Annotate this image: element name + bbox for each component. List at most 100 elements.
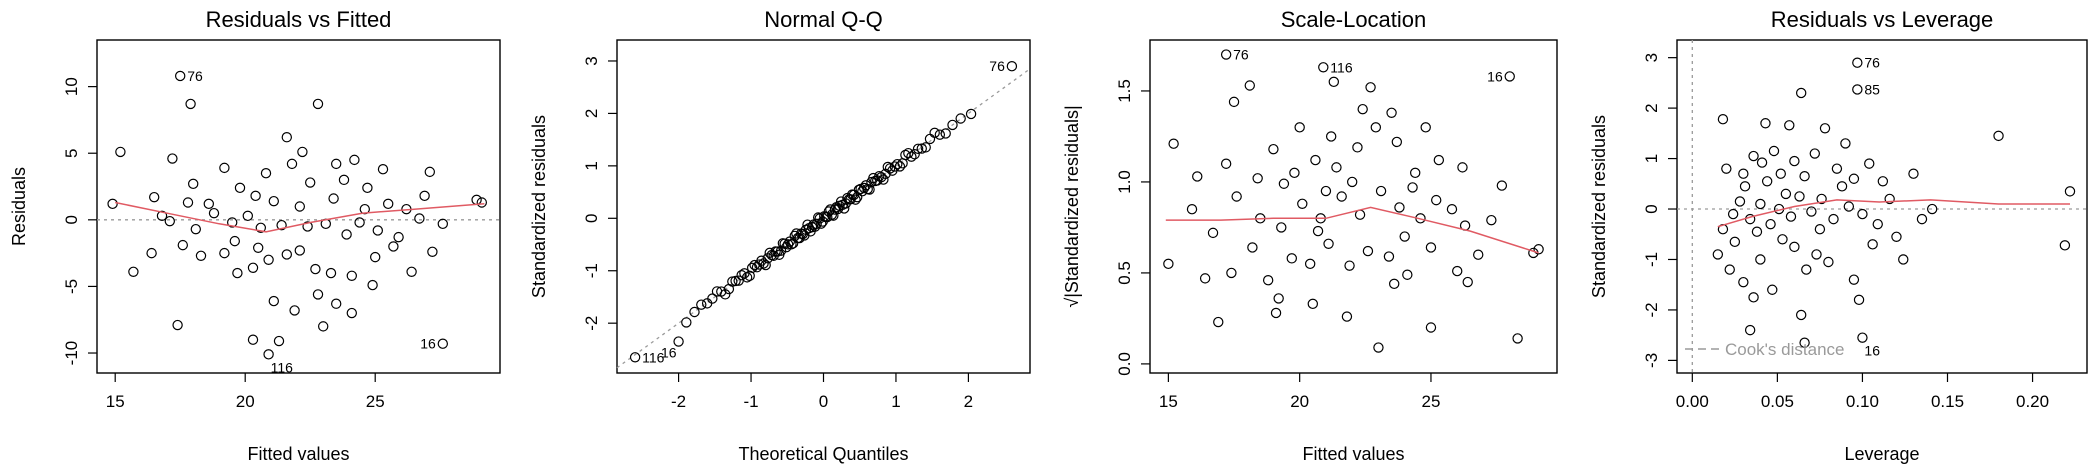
data-point (1795, 87, 1807, 99)
data-point (219, 247, 230, 259)
data-point (1857, 208, 1868, 220)
data-point (1512, 333, 1523, 344)
y-tick-label: -2 (582, 316, 601, 331)
y-tick-label: -3 (1642, 353, 1661, 368)
data-point (250, 190, 261, 202)
x-axis-label: Theoretical Quantiles (738, 444, 908, 464)
data-point (312, 289, 324, 300)
data-point (1391, 136, 1403, 148)
data-point (1789, 155, 1800, 167)
data-point (1785, 211, 1797, 222)
data-point (1425, 322, 1437, 333)
data-point (1410, 167, 1421, 179)
data-point (232, 267, 243, 279)
data-point (1473, 249, 1484, 260)
data-point (219, 162, 230, 174)
panel-p2: Normal Q-Q Theoretical Quantiles Standardi… (529, 7, 1031, 464)
data-point (148, 191, 160, 203)
data-point (1504, 71, 1515, 82)
data-point (760, 259, 771, 271)
data-point (310, 263, 321, 275)
data-point (811, 218, 822, 230)
data-point (1278, 178, 1290, 189)
data-point (1247, 242, 1258, 253)
data-point (1399, 231, 1410, 242)
plot-frame (1676, 39, 2088, 374)
data-point (1852, 57, 1863, 68)
data-point (276, 219, 287, 231)
data-point (909, 149, 920, 160)
data-point (947, 119, 958, 131)
data-point (247, 262, 259, 273)
data-point (864, 184, 875, 195)
data-point (305, 177, 316, 188)
data-point (234, 182, 246, 194)
data-point (294, 201, 305, 212)
y-tick-label: 0.5 (1115, 261, 1134, 285)
data-point (328, 193, 339, 204)
data-point (1297, 198, 1308, 209)
data-point (1748, 150, 1759, 162)
point-label: 85 (1864, 81, 1880, 97)
point-label: 76 (1864, 55, 1880, 71)
data-point (1386, 107, 1397, 118)
data-point (281, 249, 292, 260)
data-point (1273, 293, 1284, 304)
data-point (1486, 214, 1497, 226)
data-point (286, 158, 298, 170)
data-point (177, 239, 188, 251)
plot-frame (616, 39, 1031, 374)
data-point (1853, 294, 1865, 306)
y-tick-label: -1 (1642, 252, 1661, 267)
data-point (746, 262, 758, 274)
data-point (1425, 242, 1437, 253)
data-point (182, 197, 194, 208)
data-point (1777, 234, 1788, 245)
data-point (273, 335, 285, 347)
data-point (331, 298, 342, 309)
data-point (1420, 122, 1431, 133)
data-point (673, 336, 684, 347)
data-point (1533, 244, 1544, 255)
data-point (809, 221, 821, 232)
data-point (1864, 158, 1875, 169)
data-point (388, 241, 399, 252)
data-point (331, 158, 342, 170)
data-point (1496, 180, 1508, 191)
data-point (338, 174, 350, 186)
data-point (1794, 191, 1805, 202)
data-point (1462, 276, 1473, 288)
y-tick-label: 10 (62, 77, 81, 96)
y-tick-label: 2 (1642, 103, 1661, 112)
data-point (1252, 173, 1263, 184)
data-point (1226, 267, 1237, 279)
y-axis-label: √|Standardized residuals| (1062, 105, 1082, 307)
data-point (406, 266, 417, 277)
data-point (1276, 222, 1287, 233)
data-point (1908, 168, 1919, 179)
data-point (1867, 239, 1878, 250)
data-point (1993, 130, 2004, 142)
data-point (934, 129, 946, 140)
data-point (1323, 238, 1334, 250)
x-tick-label: -2 (671, 392, 686, 411)
y-axis-label: Standardized residuals (529, 115, 549, 298)
data-point (2059, 240, 2071, 251)
data-point (1270, 307, 1282, 319)
point-label: 16 (1864, 343, 1880, 359)
data-point (419, 190, 430, 202)
data-point (696, 299, 707, 310)
data-point (906, 151, 917, 162)
data-point (1840, 138, 1851, 149)
data-point (268, 295, 279, 307)
data-point (1357, 103, 1368, 115)
data-point (476, 197, 487, 208)
data-point (1916, 213, 1928, 225)
plot-frame (96, 39, 501, 374)
x-tick-label: 0.10 (1846, 392, 1879, 411)
chart-title: Normal Q-Q (764, 7, 883, 32)
data-point (437, 218, 448, 230)
chart-title: Scale-Location (1281, 7, 1427, 32)
data-point (681, 317, 692, 328)
